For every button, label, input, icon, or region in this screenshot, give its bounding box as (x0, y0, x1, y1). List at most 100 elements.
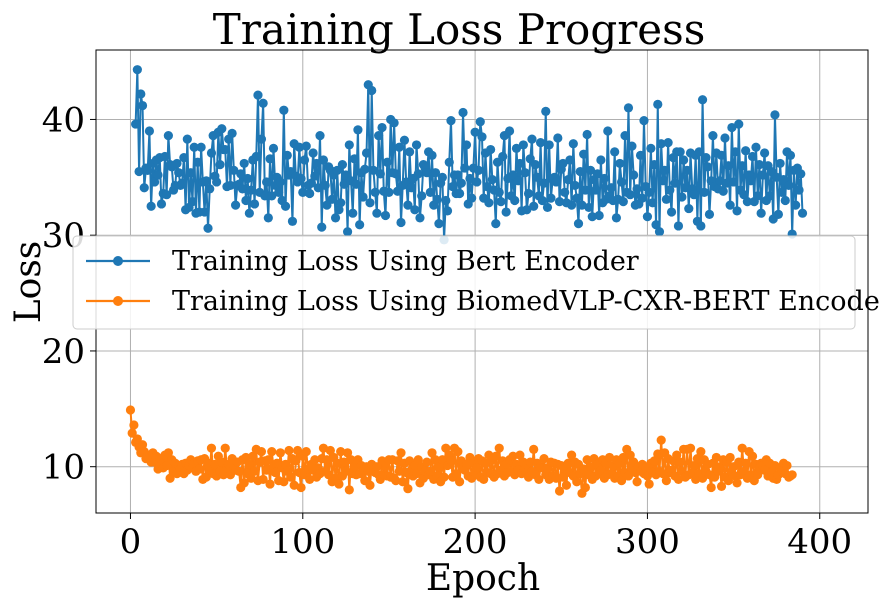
data-point (430, 168, 441, 178)
data-point (336, 447, 346, 457)
data-point (348, 208, 358, 218)
data-point (697, 473, 708, 483)
data-point (182, 134, 192, 144)
x-tick-label: 100 (270, 522, 335, 562)
data-point (446, 116, 456, 126)
data-point (542, 202, 553, 213)
data-point (427, 150, 437, 160)
data-point (187, 197, 198, 207)
data-point (544, 140, 554, 150)
data-point (654, 227, 665, 237)
data-point (580, 185, 590, 195)
data-point (518, 140, 528, 150)
data-point (785, 150, 796, 160)
data-point (246, 185, 256, 195)
data-point (591, 185, 601, 195)
data-point (334, 479, 344, 489)
data-point (432, 194, 442, 204)
data-point (360, 164, 370, 174)
data-point (697, 95, 708, 105)
data-point (487, 175, 497, 185)
data-point (620, 131, 630, 141)
data-point (537, 195, 547, 206)
data-point (679, 155, 689, 165)
data-point (411, 469, 422, 479)
legend-marker-biomedvlp (113, 296, 123, 306)
data-point (675, 457, 685, 467)
data-point (434, 462, 444, 472)
data-point (689, 460, 699, 471)
data-point (451, 469, 461, 479)
data-point (353, 125, 363, 135)
data-point (742, 197, 752, 207)
data-point (642, 212, 653, 222)
data-point (156, 199, 167, 209)
data-point (782, 460, 792, 471)
data-point (361, 148, 372, 158)
data-point (189, 142, 199, 152)
data-point (573, 219, 584, 229)
data-point (765, 191, 775, 201)
data-point (456, 178, 466, 188)
data-point (258, 98, 268, 108)
data-point (525, 457, 535, 467)
data-point (708, 131, 718, 141)
data-point (551, 177, 561, 187)
data-point (165, 473, 175, 483)
data-point (584, 202, 594, 213)
data-point (494, 187, 504, 197)
data-point (625, 450, 635, 460)
data-point (427, 448, 437, 458)
data-point (632, 184, 642, 194)
data-point (794, 185, 804, 195)
data-point (720, 133, 730, 143)
data-point (510, 195, 520, 206)
data-point (727, 122, 737, 133)
data-point (342, 227, 353, 237)
data-point (760, 148, 770, 158)
data-point (661, 475, 671, 486)
data-point (392, 456, 403, 466)
data-point (477, 132, 487, 142)
data-point (460, 163, 470, 173)
data-point (741, 458, 751, 468)
data-point (692, 454, 703, 464)
data-point (201, 176, 211, 186)
data-point (461, 140, 472, 150)
data-point (253, 90, 263, 100)
data-point (163, 131, 173, 141)
data-point (275, 177, 285, 187)
data-point (349, 462, 360, 472)
data-point (661, 194, 671, 204)
data-point (572, 477, 582, 487)
data-point (425, 187, 435, 197)
x-tick-label: 400 (787, 522, 852, 562)
data-point (455, 477, 465, 487)
data-point (541, 106, 551, 116)
data-point (344, 140, 354, 150)
data-point (484, 198, 494, 208)
data-point (741, 146, 751, 156)
data-point (656, 435, 666, 445)
data-point (296, 173, 306, 184)
data-point (596, 465, 606, 475)
data-point (374, 131, 384, 141)
data-point (263, 455, 273, 465)
data-point (236, 169, 246, 179)
data-point (410, 205, 420, 215)
data-point (406, 183, 416, 193)
data-point (434, 219, 444, 229)
data-point (417, 191, 427, 201)
data-point (553, 133, 563, 143)
data-point (241, 452, 251, 463)
data-point (775, 158, 785, 169)
data-point (301, 141, 311, 151)
data-point (684, 203, 694, 214)
legend-item-biomedvlp: Training Loss Using BiomedVLP-CXR-BERT E… (86, 286, 880, 317)
data-point (160, 151, 170, 162)
data-point (644, 479, 654, 489)
data-point (685, 443, 696, 453)
data-point (732, 478, 742, 488)
data-point (339, 457, 349, 467)
